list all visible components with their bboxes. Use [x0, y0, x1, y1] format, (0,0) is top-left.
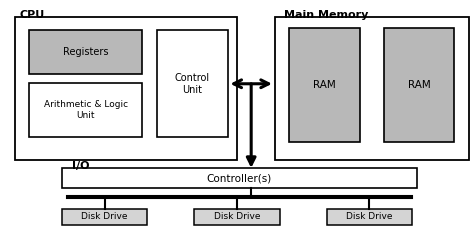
- FancyBboxPatch shape: [15, 17, 237, 160]
- FancyBboxPatch shape: [289, 28, 360, 142]
- FancyBboxPatch shape: [156, 30, 228, 137]
- FancyBboxPatch shape: [327, 209, 412, 225]
- Text: Control
Unit: Control Unit: [174, 73, 210, 95]
- FancyBboxPatch shape: [29, 83, 143, 137]
- FancyBboxPatch shape: [62, 168, 417, 188]
- Text: Controller(s): Controller(s): [207, 173, 272, 183]
- Text: CPU: CPU: [19, 10, 45, 20]
- FancyBboxPatch shape: [194, 209, 280, 225]
- FancyBboxPatch shape: [29, 30, 143, 74]
- Text: Main Memory: Main Memory: [284, 10, 369, 20]
- Text: Disk Drive: Disk Drive: [346, 213, 392, 221]
- Text: Registers: Registers: [63, 47, 109, 57]
- Text: Disk Drive: Disk Drive: [214, 213, 260, 221]
- Text: Arithmetic & Logic
Unit: Arithmetic & Logic Unit: [44, 100, 128, 120]
- FancyBboxPatch shape: [62, 209, 147, 225]
- Text: RAM: RAM: [408, 80, 430, 90]
- FancyBboxPatch shape: [275, 17, 469, 160]
- Text: Disk Drive: Disk Drive: [82, 213, 128, 221]
- Text: RAM: RAM: [313, 80, 336, 90]
- FancyBboxPatch shape: [383, 28, 455, 142]
- Text: I/O: I/O: [72, 161, 89, 171]
